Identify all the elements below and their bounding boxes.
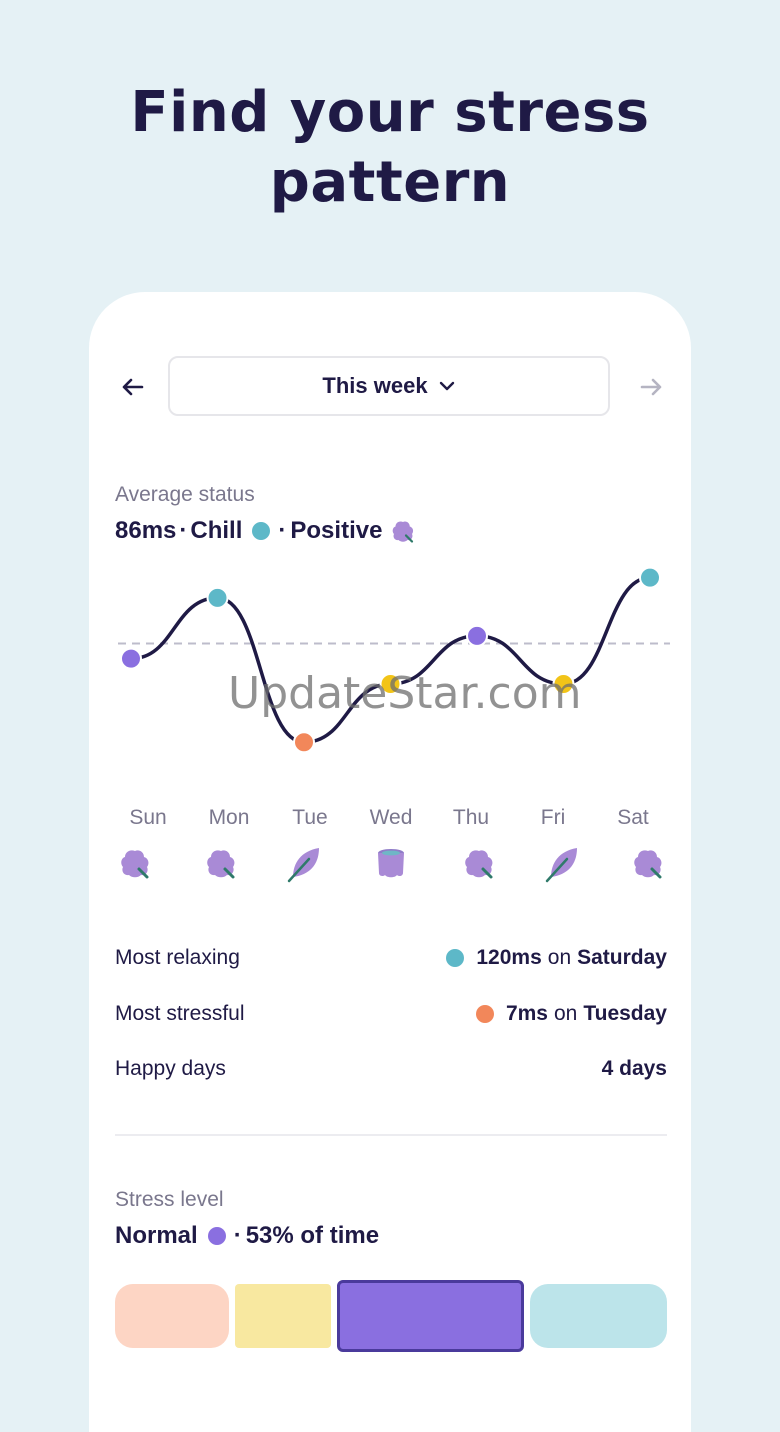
average-status-value: 86ms · Chill · Positive [115,516,418,546]
stressful-day: Tuesday [583,1002,667,1025]
arrow-right-icon [640,378,662,396]
flower-icon [121,850,149,879]
flower-icon [634,850,662,879]
watermark-text: UpdateStar.com [228,668,582,719]
headline-line-1: Find your stress [130,80,650,145]
average-mood: Positive [290,517,383,544]
stressful-on: on [553,1002,578,1025]
happy-days-row: Happy days 4 days [115,1057,667,1087]
flower-icon [465,850,493,879]
day-label-mon: Mon [208,806,250,829]
day-label-fri: Fri [540,806,566,829]
most-relaxing-row: Most relaxing 120ms on Saturday [115,946,667,976]
stressful-ms: 7ms [505,1002,548,1025]
chill-dot [252,522,271,540]
chart-point-fri [552,673,575,695]
chevron-down-icon [439,381,454,391]
average-status-label: Average status [115,483,255,506]
stump-icon [378,849,404,878]
page-headline: Find your stress pattern [0,78,780,218]
most-stressful-row: Most stressful 7ms on Tuesday [115,1002,667,1032]
day-label-sat: Sat [617,806,649,829]
chart-point-sat [639,566,661,589]
stress-level-name: Normal [115,1222,198,1249]
day-label-thu: Thu [452,806,490,829]
stressful-dot [475,1005,494,1023]
day-label-wed: Wed [369,806,413,829]
day-labels: Sun Mon Tue Wed Thu Fri Sat [0,806,780,834]
leaf-icon [545,848,577,883]
stress-level-label: Stress level [115,1188,224,1211]
leaf-icon [287,848,319,883]
normal-dot [207,1227,226,1245]
next-week-button[interactable] [636,372,666,402]
most-relaxing-label: Most relaxing [115,946,240,969]
stress-segment-relaxed[interactable] [530,1284,667,1348]
relaxing-ms: 120ms [476,946,542,969]
happy-days-label: Happy days [115,1057,226,1080]
relaxing-dot [446,949,465,967]
relaxing-day: Saturday [577,946,667,969]
relaxing-on: on [547,946,572,969]
chart-point-tue [293,731,315,754]
stress-segment-high[interactable] [115,1284,229,1348]
stress-segment-normal[interactable] [337,1280,524,1352]
chart-point-wed [379,673,402,695]
period-label: This week [322,373,428,398]
stress-segment-elevated[interactable] [235,1284,331,1348]
chart-point-sun [120,647,142,670]
chart-points [120,566,661,754]
period-dropdown[interactable]: This week [168,356,610,416]
most-relaxing-value: 120ms on Saturday [446,946,667,970]
headline-line-2: pattern [269,150,511,215]
flower-icon [393,521,414,543]
separator: · [233,1222,242,1249]
flower-icon [207,850,235,879]
day-label-tue: Tue [292,806,328,829]
happy-days-value: 4 days [602,1057,667,1081]
stress-level-share: 53% of time [245,1222,380,1249]
average-state: Chill [190,517,243,544]
most-stressful-value: 7ms on Tuesday [475,1002,667,1026]
most-stressful-label: Most stressful [115,1002,245,1025]
arrow-left-icon [122,378,144,396]
weekly-stress-chart [118,566,670,754]
chart-point-thu [466,624,488,647]
previous-week-button[interactable] [118,372,148,402]
stress-level-value: Normal · 53% of time [115,1222,379,1250]
separator: · [179,517,188,544]
average-ms: 86ms [115,517,177,544]
happy-days-count: 4 days [601,1057,667,1080]
day-label-sun: Sun [129,806,167,829]
chart-point-mon [206,586,229,609]
separator: · [278,517,287,544]
section-divider [115,1134,667,1136]
